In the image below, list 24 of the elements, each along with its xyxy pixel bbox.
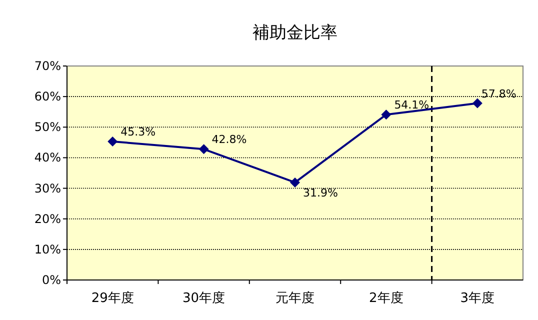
x-tick-label: 30年度	[182, 290, 226, 306]
data-label: 54.1%	[394, 98, 430, 112]
point	[108, 136, 118, 147]
point	[472, 98, 482, 108]
y-tick-label: 20%	[34, 212, 61, 226]
data-label: 57.8%	[481, 87, 516, 100]
x-tick-label: 2年度	[369, 290, 404, 306]
y-tick-label: 70%	[34, 59, 61, 73]
chart-title: 補助金比率	[252, 23, 338, 43]
point	[290, 177, 300, 188]
x-tick-label: 29年度	[91, 290, 134, 306]
y-tick-label: 50%	[34, 120, 61, 134]
y-tick-label: 0%	[42, 273, 61, 287]
data-label: 45.3%	[120, 126, 156, 139]
x-tick-label: 3年度	[460, 290, 495, 306]
data-label: 42.8%	[212, 133, 247, 146]
y-tick-label: 40%	[34, 150, 61, 165]
y-tick-label: 10%	[34, 242, 61, 256]
data-label: 31.9%	[303, 186, 338, 200]
x-tick-label: 元年度	[276, 290, 314, 306]
y-tick-label: 30%	[34, 181, 61, 196]
y-tick-label: 60%	[34, 90, 61, 104]
point	[381, 110, 392, 120]
point	[198, 144, 209, 154]
